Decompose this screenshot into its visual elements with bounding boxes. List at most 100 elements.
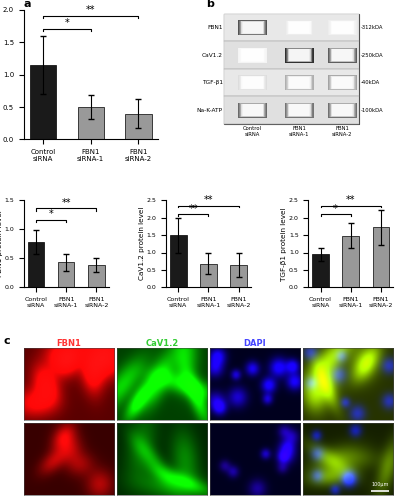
Text: FBN1: FBN1: [207, 25, 223, 30]
Bar: [238, 102, 267, 118]
Bar: [242, 76, 263, 88]
Bar: [328, 20, 357, 35]
Bar: [239, 76, 266, 90]
Text: -40kDA: -40kDA: [361, 80, 380, 85]
Bar: [241, 22, 264, 34]
Bar: [241, 21, 264, 34]
Title: DAPI: DAPI: [244, 339, 266, 348]
Y-axis label: siRNA: siRNA: [12, 446, 21, 472]
Bar: [287, 76, 311, 89]
Bar: [287, 21, 312, 34]
Bar: [328, 75, 357, 90]
Bar: [241, 104, 264, 117]
Bar: [289, 22, 310, 34]
Bar: [238, 20, 267, 35]
Bar: [288, 104, 310, 117]
Bar: [332, 22, 353, 34]
Y-axis label: CaV1.2 protein level: CaV1.2 protein level: [139, 207, 145, 281]
Text: **: **: [86, 5, 95, 15]
Bar: [224, 14, 359, 42]
Text: CaV1.2: CaV1.2: [202, 52, 223, 58]
Bar: [287, 76, 312, 90]
Text: c: c: [4, 336, 11, 345]
Y-axis label: TGF-β1 protein level: TGF-β1 protein level: [281, 207, 287, 281]
Bar: [224, 42, 359, 69]
Text: TGF-β1: TGF-β1: [202, 80, 223, 85]
Bar: [200, 264, 217, 287]
Text: **: **: [346, 196, 355, 205]
Bar: [330, 104, 355, 117]
Bar: [329, 76, 356, 90]
Bar: [331, 76, 354, 89]
Bar: [330, 103, 356, 117]
Bar: [372, 228, 389, 288]
Text: FBN1
siRNA-2: FBN1 siRNA-2: [332, 126, 353, 138]
Bar: [289, 104, 310, 116]
Bar: [238, 75, 267, 90]
Bar: [342, 236, 359, 288]
Bar: [331, 21, 355, 34]
Y-axis label: Control: Control: [12, 368, 21, 400]
Text: -312kDA: -312kDA: [361, 25, 384, 30]
Text: -250kDA: -250kDA: [361, 52, 384, 58]
Bar: [330, 21, 355, 34]
Bar: [241, 76, 264, 89]
Bar: [286, 103, 312, 117]
Bar: [330, 76, 355, 90]
Bar: [285, 48, 314, 62]
Bar: [287, 21, 311, 34]
Bar: [224, 69, 359, 96]
Bar: [287, 48, 311, 62]
Bar: [331, 22, 354, 34]
Title: Merge: Merge: [333, 339, 363, 348]
Text: **: **: [189, 204, 198, 214]
Bar: [125, 114, 152, 140]
Text: -100kDA: -100kDA: [361, 108, 384, 112]
Bar: [243, 104, 262, 116]
Bar: [331, 104, 354, 117]
Bar: [240, 21, 265, 34]
Bar: [331, 76, 355, 89]
Text: *: *: [333, 204, 338, 214]
Bar: [330, 48, 355, 62]
Bar: [289, 22, 309, 34]
Bar: [286, 48, 313, 62]
Title: FBN1: FBN1: [56, 339, 81, 348]
Bar: [332, 76, 353, 88]
Bar: [238, 48, 267, 62]
Bar: [286, 103, 313, 118]
Bar: [331, 104, 355, 117]
Bar: [331, 48, 355, 62]
Bar: [286, 76, 312, 90]
Bar: [332, 22, 353, 34]
Bar: [332, 104, 353, 116]
Bar: [241, 49, 264, 62]
Bar: [30, 65, 56, 140]
Bar: [239, 48, 266, 62]
Bar: [329, 103, 356, 118]
Bar: [332, 104, 353, 116]
Bar: [285, 102, 314, 118]
Bar: [289, 50, 309, 61]
Bar: [286, 20, 313, 35]
Bar: [287, 48, 312, 62]
Bar: [286, 76, 313, 90]
Bar: [88, 266, 105, 287]
Bar: [288, 49, 310, 62]
Text: FBN1
siRNA-1: FBN1 siRNA-1: [289, 126, 310, 138]
Bar: [289, 77, 309, 88]
Bar: [242, 22, 263, 34]
Text: **: **: [204, 196, 213, 205]
Bar: [243, 22, 262, 34]
Bar: [224, 14, 359, 124]
Title: CaV1.2: CaV1.2: [145, 339, 179, 348]
Bar: [170, 235, 187, 288]
Bar: [328, 48, 357, 62]
Bar: [332, 77, 353, 88]
Bar: [241, 76, 264, 89]
Bar: [285, 20, 314, 35]
Bar: [289, 104, 309, 116]
Bar: [224, 96, 359, 124]
Bar: [287, 104, 312, 117]
Text: *: *: [64, 18, 69, 28]
